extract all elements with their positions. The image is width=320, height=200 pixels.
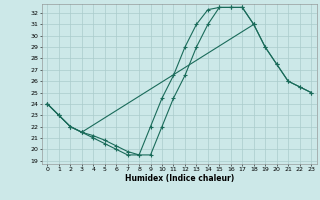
X-axis label: Humidex (Indice chaleur): Humidex (Indice chaleur): [124, 174, 234, 183]
